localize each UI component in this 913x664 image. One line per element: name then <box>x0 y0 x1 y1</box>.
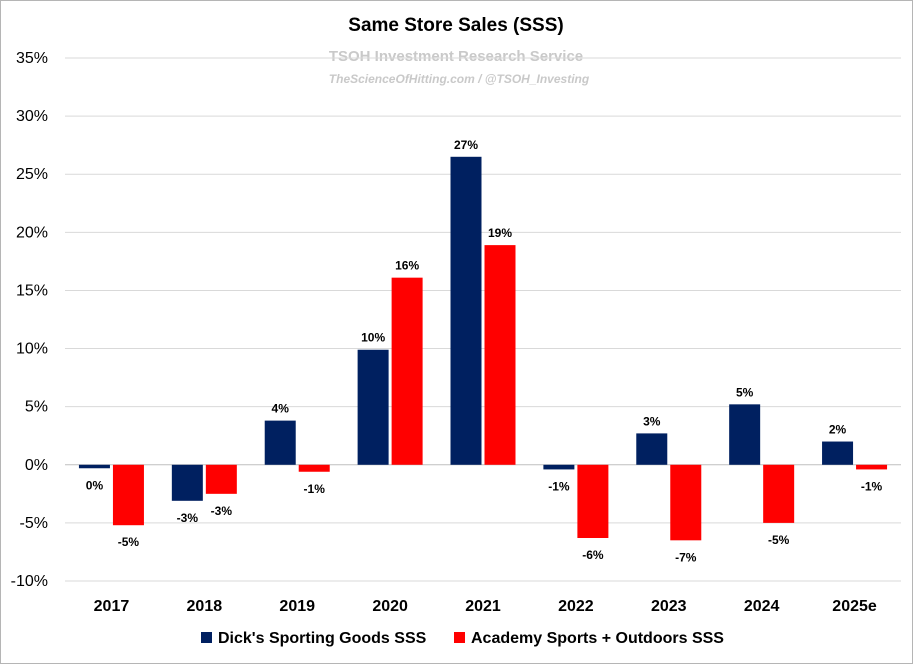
data-label: 27% <box>454 138 478 152</box>
chart-source: TheScienceOfHitting.com / @TSOH_Investin… <box>329 72 590 86</box>
x-tick-label: 2024 <box>744 598 780 615</box>
bar-academy <box>205 464 237 494</box>
x-tick-label: 2025e <box>832 598 877 615</box>
bar-dicks <box>450 156 482 465</box>
data-label: -6% <box>582 548 604 562</box>
bar-academy <box>670 464 702 541</box>
bar-dicks <box>636 433 668 465</box>
bar-academy <box>856 464 888 470</box>
data-label: -5% <box>118 535 140 549</box>
legend-label: Academy Sports + Outdoors SSS <box>471 630 724 647</box>
y-tick-label: 15% <box>16 282 48 299</box>
y-tick-label: -10% <box>11 573 48 590</box>
bar-dicks <box>543 464 575 470</box>
bar-academy <box>391 277 423 465</box>
x-tick-label: 2019 <box>279 598 315 615</box>
bar-academy <box>577 464 609 538</box>
bar-dicks <box>822 441 854 465</box>
data-label: 3% <box>643 414 661 428</box>
y-tick-label: 10% <box>16 341 48 358</box>
bars <box>78 156 888 541</box>
data-label: 10% <box>361 331 385 345</box>
bar-academy <box>112 464 144 526</box>
x-tick-label: 2022 <box>558 598 594 615</box>
y-tick-label: -5% <box>20 515 48 532</box>
data-label: -1% <box>304 482 326 496</box>
data-label: -7% <box>675 550 697 564</box>
legend: Dick's Sporting Goods SSS Academy Sports … <box>201 630 724 647</box>
bar-dicks <box>729 404 761 465</box>
bar-academy <box>298 464 330 472</box>
y-tick-label: 20% <box>16 224 48 241</box>
bar-dicks <box>264 420 296 465</box>
x-axis-ticks: 2017 2018 2019 2020 2021 2022 2023 2024 2025e <box>94 598 877 615</box>
data-label: -1% <box>861 479 883 493</box>
data-label: -5% <box>768 533 790 547</box>
y-tick-label: 35% <box>16 50 48 67</box>
data-labels: 0% -5% -3% -3% 4% -1% 10% 16% 27% 19% -1% -6% 3% -7% 5… <box>86 138 883 565</box>
y-tick-label: 30% <box>16 108 48 125</box>
legend-swatch-academy <box>454 632 465 643</box>
data-label: 2% <box>829 423 847 437</box>
data-label: -3% <box>211 504 233 518</box>
chart-subtitle: TSOH Investment Research Service <box>329 48 583 65</box>
chart-title: Same Store Sales (SSS) <box>348 15 563 36</box>
bar-academy <box>484 245 516 465</box>
y-tick-label: 25% <box>16 166 48 183</box>
bar-dicks <box>357 349 389 465</box>
data-label: 0% <box>86 478 104 492</box>
y-tick-label: 5% <box>25 399 48 416</box>
y-tick-label: 0% <box>25 457 48 474</box>
x-tick-label: 2018 <box>187 598 223 615</box>
bar-academy <box>763 464 795 523</box>
x-tick-label: 2020 <box>372 598 408 615</box>
data-label: 19% <box>488 226 512 240</box>
bar-dicks <box>171 464 203 501</box>
x-tick-label: 2021 <box>465 598 501 615</box>
data-label: -3% <box>177 511 199 525</box>
gridlines <box>65 57 901 582</box>
data-label: 5% <box>736 385 754 399</box>
data-label: -1% <box>548 479 570 493</box>
y-axis-ticks: -10% -5% 0% 5% 10% 15% 20% 25% 30% 35% <box>11 50 48 590</box>
data-label: 16% <box>395 259 419 273</box>
legend-label: Dick's Sporting Goods SSS <box>218 630 427 647</box>
x-tick-label: 2017 <box>94 598 130 615</box>
data-label: 4% <box>272 402 290 416</box>
legend-swatch-dicks <box>201 632 212 643</box>
bar-dicks <box>78 464 110 469</box>
x-tick-label: 2023 <box>651 598 687 615</box>
